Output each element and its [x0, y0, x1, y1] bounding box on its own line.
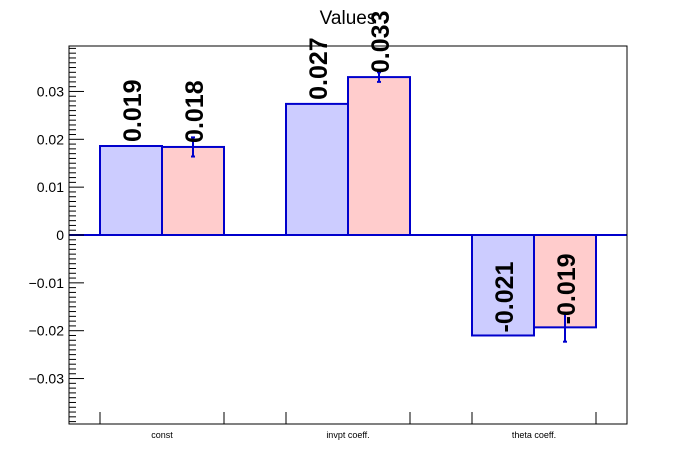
- y-tick-label: 0: [56, 227, 64, 243]
- bar-series2-0: [161, 145, 225, 236]
- x-category-label: const: [151, 430, 173, 440]
- y-axis: −0.03 −0.02 −0.01 0 0.01 0.02 0.03: [29, 47, 84, 423]
- y-tick-label: −0.03: [29, 371, 65, 387]
- x-axis: const invpt coeff. theta coeff.: [99, 412, 597, 440]
- y-tick-label: 0.03: [37, 83, 64, 99]
- data-label: 0.027: [305, 37, 333, 100]
- error-bar: [191, 136, 195, 158]
- error-bars-layer: [191, 71, 567, 343]
- x-category-label: invpt coeff.: [326, 430, 369, 440]
- bar-series2-1: [347, 76, 411, 236]
- x-category-label: theta coeff.: [512, 430, 556, 440]
- data-label: 0.019: [119, 79, 147, 142]
- y-tick-label: 0.02: [37, 131, 64, 147]
- data-label: -0.021: [491, 261, 519, 332]
- error-bar: [377, 71, 381, 83]
- error-bar: [563, 311, 567, 343]
- y-tick-label: −0.02: [29, 323, 65, 339]
- bars-layer: [99, 76, 597, 337]
- y-tick-label: −0.01: [29, 275, 65, 291]
- data-label: -0.019: [553, 253, 581, 324]
- data-labels-layer: 0.019 0.027 -0.021 0.018 0.033 -0.019: [119, 11, 581, 333]
- data-label: 0.018: [181, 80, 209, 143]
- bar-series1-0: [99, 145, 163, 236]
- chart-title: Values: [320, 8, 377, 29]
- data-label: 0.033: [367, 11, 395, 74]
- y-tick-label: 0.01: [37, 179, 64, 195]
- bar-series1-1: [285, 102, 349, 236]
